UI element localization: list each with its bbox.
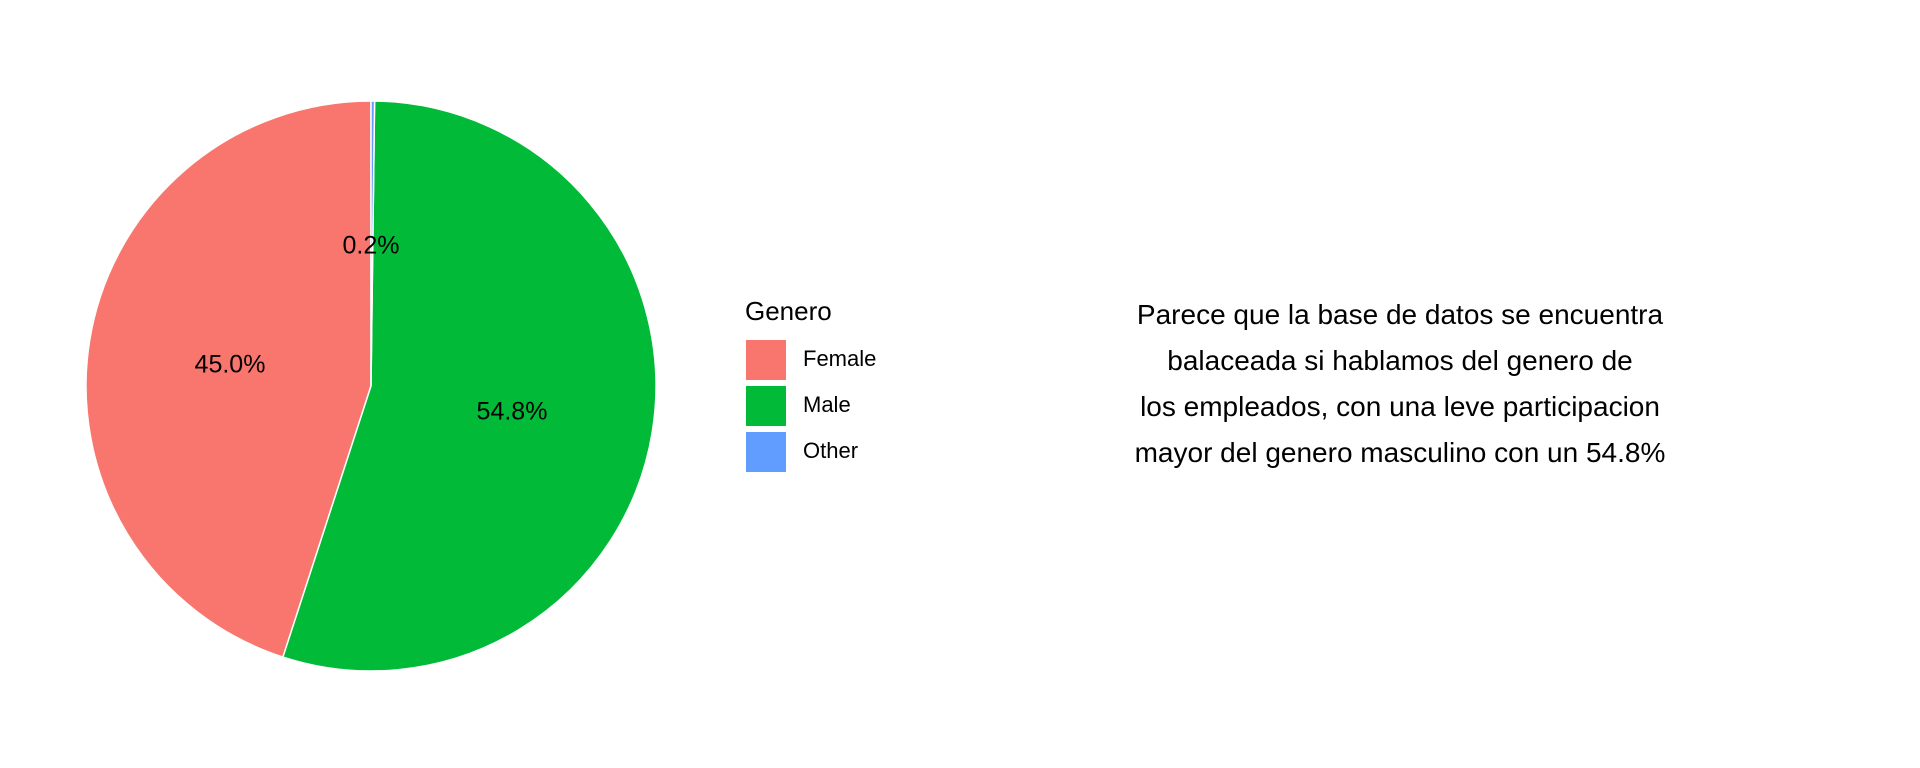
- pie-slice-labels: 45.0% 54.8% 0.2%: [195, 232, 548, 426]
- pie-slice-female: [85, 100, 372, 658]
- legend-item-male: Male: [746, 386, 851, 426]
- legend-key-female: [746, 340, 786, 380]
- legend-title: Genero: [745, 296, 832, 326]
- legend-label-male: Male: [803, 392, 851, 417]
- legend-label-other: Other: [803, 438, 858, 463]
- annotation-line-3: los empleados, con una leve participacio…: [1140, 391, 1660, 422]
- slice-label-female: 45.0%: [195, 351, 266, 379]
- legend-item-female: Female: [746, 340, 876, 380]
- slice-label-other: 0.2%: [343, 232, 400, 260]
- legend-label-female: Female: [803, 346, 876, 371]
- pie-slices: [85, 100, 657, 672]
- legend: Genero Female Male Other: [745, 296, 876, 472]
- annotation-line-2: balaceada si hablamos del genero de: [1167, 345, 1633, 376]
- pie-slice-other: [370, 100, 376, 387]
- annotation-line-1: Parece que la base de datos se encuentra: [1136, 299, 1664, 330]
- legend-items: Female Male Other: [746, 340, 876, 472]
- annotation-text: Parece que la base de datos se encuentra…: [1060, 292, 1740, 476]
- legend-key-male: [746, 386, 786, 426]
- pie-slice-male: [281, 100, 657, 672]
- slice-label-male: 54.8%: [477, 398, 548, 426]
- legend-item-other: Other: [746, 432, 858, 472]
- legend-key-other: [746, 432, 786, 472]
- annotation-line-4: mayor del genero masculino con un 54.8%: [1134, 437, 1666, 468]
